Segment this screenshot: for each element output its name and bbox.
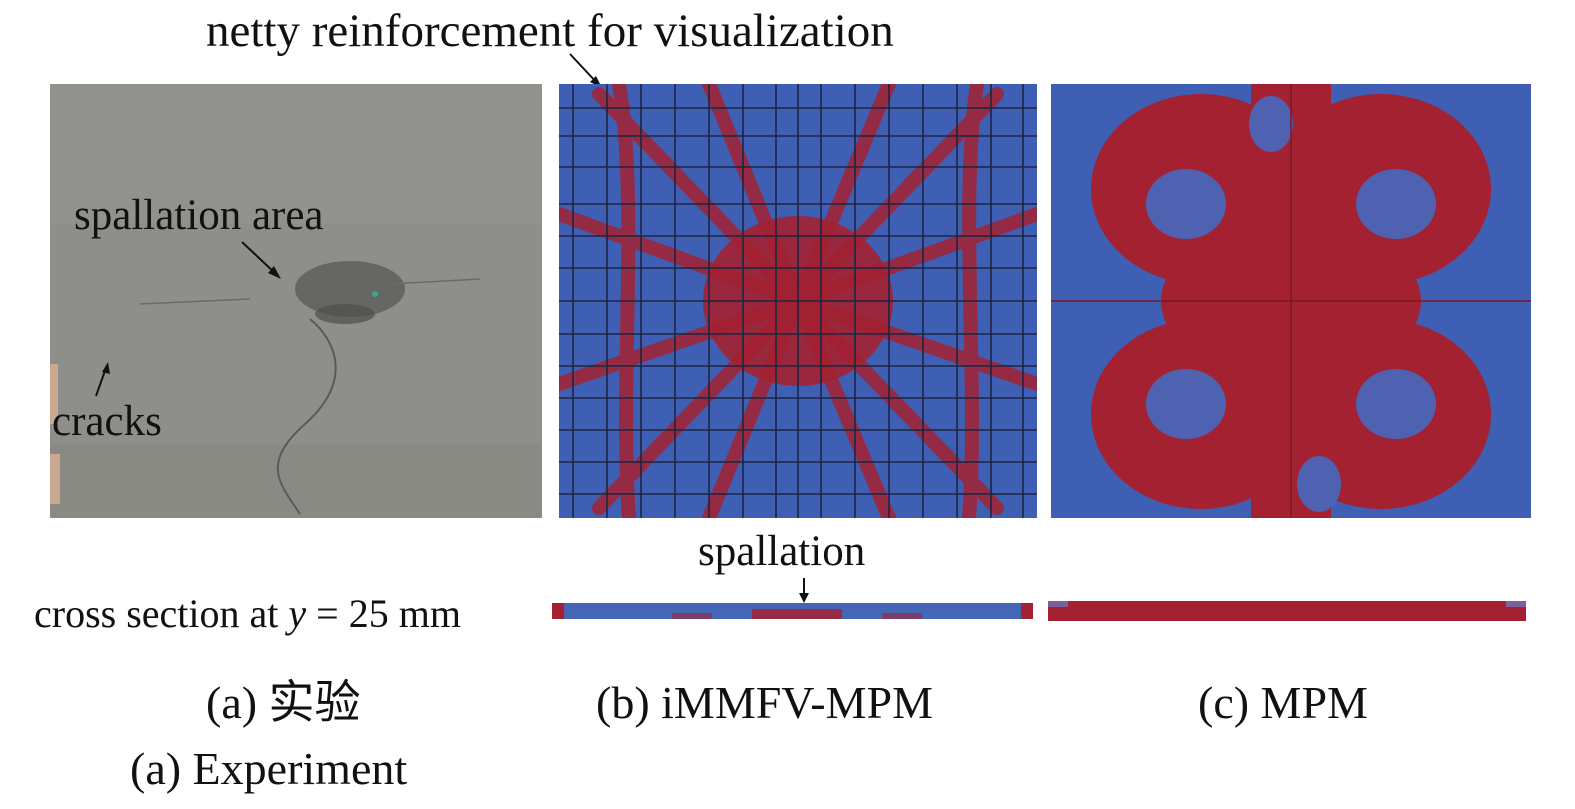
caption-a-en: (a) Experiment <box>130 743 408 794</box>
mpm-cross-section <box>1048 601 1526 621</box>
spallation-arrow <box>799 578 809 603</box>
caption-a-cn: (a) 实验 <box>206 677 361 728</box>
caption-c: (c) MPM <box>1198 677 1368 728</box>
cracks-label: cracks <box>52 398 162 445</box>
experiment-photo <box>50 84 542 518</box>
spallation-area-label: spallation area <box>74 192 324 239</box>
mpm-damage-map <box>1051 84 1531 518</box>
caption-b: (b) iMMFV-MPM <box>596 677 934 728</box>
spallation-area-arrow <box>241 241 281 279</box>
mpm-damage-plot <box>1051 84 1531 518</box>
immfv-mpm-cross-section <box>552 603 1033 619</box>
reinforcement-annotation: netty reinforcement for visualization <box>206 5 894 57</box>
immfv-mpm-damage-plot <box>559 84 1037 518</box>
spallation-label: spallation <box>698 528 866 575</box>
cracks-arrow <box>95 362 110 397</box>
cross-section-label: cross section at y = 25 mm <box>34 591 461 636</box>
experiment-photo-texture <box>50 84 542 518</box>
immfv-mpm-damage-map <box>559 84 1037 518</box>
